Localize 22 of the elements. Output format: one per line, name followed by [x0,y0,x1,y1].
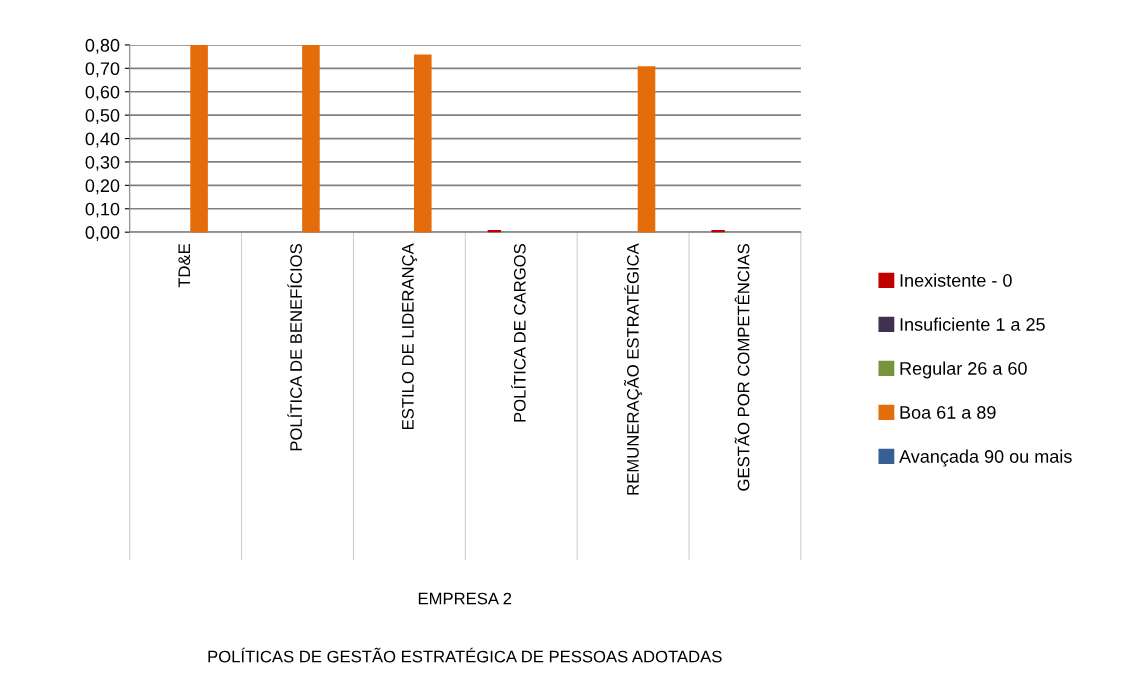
x-tick-label: POLÍTICA DE BENEFÍCIOS [287,244,302,451]
text: POLÍTICAS DE GESTÃO ESTRATÉGICA DE PESSOAS ADOTADAS [208,647,722,663]
y-tick-label: 0,70 [85,62,120,78]
y-tick-label: 0,10 [85,202,120,218]
y-tick-label: 0,80 [85,38,120,54]
text: EMPRESA 2 [418,592,512,605]
y-tick-label: 0,40 [85,132,120,148]
legend-label: Insuficiente 1 a 25 [900,317,1045,331]
y-tick-label: 0,60 [85,85,120,101]
x-tick-label: POLÍTICA DE CARGOS [511,244,526,422]
y-tick-label: 0,50 [85,109,120,124]
x-tick-label: TD&E [178,244,191,288]
legend-label: Boa 61 a 89 [900,406,996,419]
legend-label: Avançada 90 ou mais [899,449,1072,467]
y-tick-label: 0,20 [85,179,120,195]
x-tick-label: REMUNERAÇÃO ESTRATÉGICA [624,243,643,495]
y-tick-label: 0,00 [85,226,120,242]
x-tick-label: GESTÃO POR COMPETÊNCIAS [734,244,750,491]
legend-label: Regular 26 a 60 [900,361,1027,379]
y-tick-label: 0,30 [85,155,120,171]
x-tick-label: ESTILO DE LIDERANÇA [401,243,418,430]
legend-label: Inexistente - 0 [900,273,1012,287]
